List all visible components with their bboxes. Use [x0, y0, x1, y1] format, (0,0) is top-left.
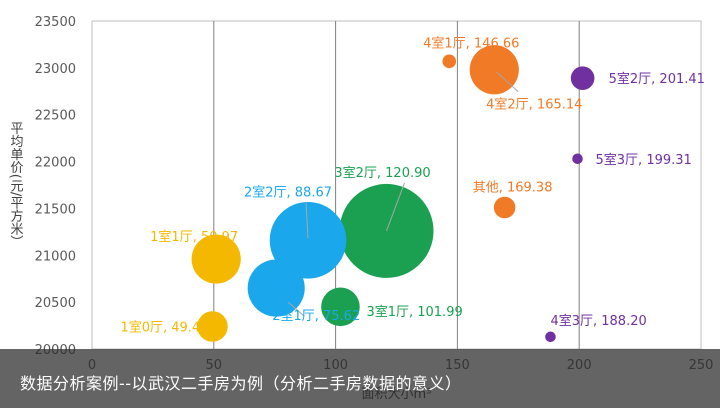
label-leader — [305, 202, 309, 239]
bubble-label: 4室2厅, 165.14 — [486, 97, 582, 113]
bubble — [572, 153, 583, 165]
bubble — [469, 45, 519, 95]
bubble-label: 3室1厅, 101.99 — [366, 304, 462, 320]
bubble-label: 5室3厅, 199.31 — [596, 152, 692, 168]
y-tick-label: 21000 — [35, 249, 76, 264]
bubble-label: 其他, 169.38 — [473, 180, 553, 195]
bubble-label: 2室1厅, 75.62 — [272, 308, 360, 324]
bubble-label: 1室1厅, 50.97 — [150, 229, 238, 245]
bubble — [545, 331, 556, 343]
y-axis-title: 平均单价(元/平方米） — [8, 122, 24, 248]
caption-bar: 数据分析案例--以武汉二手房为例（分析二手房数据的意义） — [0, 349, 720, 408]
bubble-label: 5室2厅, 201.41 — [609, 71, 705, 87]
label-leader — [495, 71, 519, 93]
bubble-label: 4室3厅, 188.20 — [550, 313, 646, 329]
bubble — [442, 54, 457, 69]
bubble-label: 3室2厅, 120.90 — [334, 165, 430, 181]
label-leader — [386, 182, 405, 232]
y-tick-label: 20500 — [35, 296, 76, 311]
bubble-label: 2室2厅, 88.67 — [244, 184, 332, 200]
bubble — [197, 311, 228, 342]
bubble-label: 4室1厅, 146.66 — [423, 35, 519, 51]
caption-text: 数据分析案例--以武汉二手房为例（分析二手房数据的意义） — [20, 374, 462, 393]
bubble — [570, 66, 595, 90]
y-tick-label: 23000 — [35, 62, 76, 77]
y-tick-label: 22500 — [35, 109, 76, 124]
y-tick-label: 22000 — [35, 156, 76, 171]
bubble — [247, 259, 305, 317]
bubble-label: 1室0厅, 49.46 — [120, 320, 208, 336]
y-tick-label: 21500 — [35, 202, 76, 217]
label-leader — [287, 301, 305, 317]
y-tick-label: 23500 — [35, 15, 76, 30]
bubble — [493, 196, 516, 219]
bubble — [321, 287, 360, 327]
bubble — [269, 202, 347, 279]
bubble — [191, 234, 241, 284]
